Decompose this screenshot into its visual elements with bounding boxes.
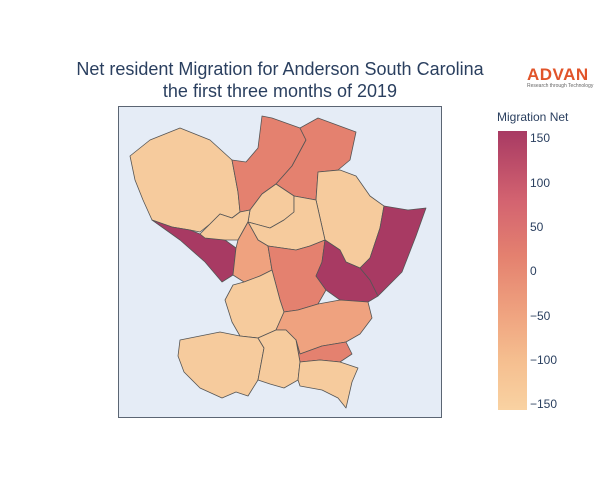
region-south-light[interactable] [257, 329, 301, 389]
logo-wordmark: ADVAN [527, 65, 589, 84]
colorbar-tick-neg100: −100 [530, 353, 558, 367]
advan-logo: ADVAN Research through Technology [527, 65, 594, 90]
chart-title: Net resident Migration for Anderson Sout… [0, 58, 560, 102]
region-east-dark[interactable] [315, 239, 379, 303]
region-southeast[interactable] [297, 359, 359, 409]
region-west-arm[interactable] [151, 219, 237, 283]
region-southwest-lower[interactable] [177, 331, 265, 399]
colorbar-tick-neg50: −50 [530, 309, 551, 323]
colorbar-tick-150: 150 [530, 131, 551, 145]
colorbar-tick-100: 100 [530, 176, 551, 190]
region-far-east[interactable] [359, 205, 427, 297]
colorbar-tick-0: 0 [530, 264, 537, 278]
chart-title-line1: Net resident Migration for Anderson Sout… [76, 59, 484, 79]
colorbar-gradient [498, 131, 527, 410]
colorbar-tick-neg150: −150 [530, 397, 558, 411]
colorbar-title: Migration Net [497, 110, 569, 124]
chart-title-line2: the first three months of 2019 [162, 81, 398, 101]
logo-tagline: Research through Technology [527, 83, 594, 89]
colorbar-tick-50: 50 [530, 220, 544, 234]
